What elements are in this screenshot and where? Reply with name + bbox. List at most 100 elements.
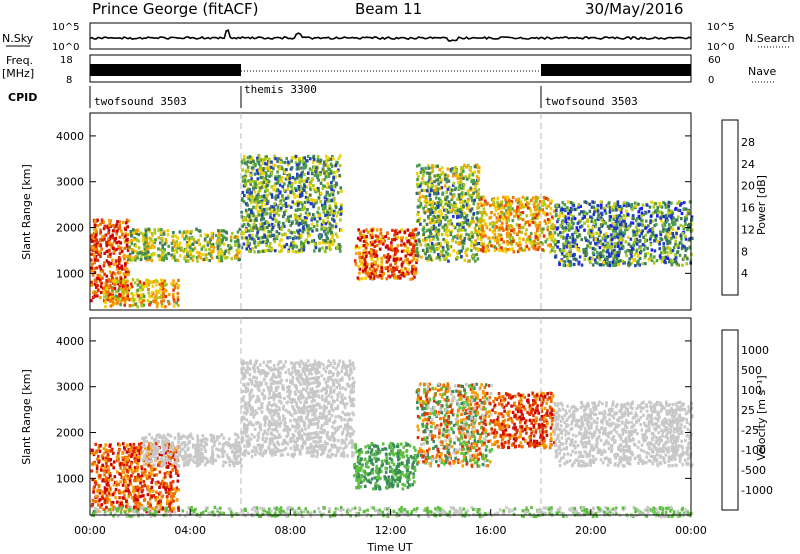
echo-cell bbox=[515, 242, 518, 245]
echo-cell bbox=[380, 257, 383, 260]
echo-cell bbox=[413, 265, 416, 268]
echo-cell bbox=[569, 241, 572, 244]
echo-cell bbox=[364, 263, 367, 266]
echo-cell bbox=[481, 225, 484, 228]
echo-cell bbox=[614, 242, 617, 245]
echo-cell bbox=[104, 225, 107, 228]
echo-cell bbox=[638, 240, 641, 243]
echo-cell bbox=[134, 281, 137, 284]
echo-cell bbox=[95, 280, 98, 283]
echo-cell bbox=[112, 246, 115, 249]
echo-cell bbox=[405, 273, 408, 276]
echo-cell bbox=[252, 206, 255, 209]
echo-cell bbox=[616, 224, 619, 227]
echo-cell bbox=[656, 214, 659, 217]
echo-cell bbox=[607, 235, 610, 238]
echo-cell bbox=[661, 238, 664, 241]
echo-cell bbox=[135, 302, 138, 305]
echo-cell bbox=[508, 235, 511, 238]
echo-cell bbox=[424, 211, 427, 214]
echo-cell bbox=[640, 250, 643, 253]
echo-cell bbox=[151, 478, 154, 481]
echo-cell bbox=[148, 295, 151, 298]
echo-cell bbox=[548, 236, 551, 239]
echo-cell bbox=[115, 248, 118, 251]
echo-cell bbox=[127, 489, 130, 492]
echo-cell bbox=[106, 287, 109, 290]
echo-cell bbox=[146, 251, 149, 254]
echo-cell bbox=[415, 240, 418, 243]
echo-cell bbox=[431, 211, 434, 214]
echo-cell bbox=[441, 166, 444, 169]
echo-cell bbox=[444, 218, 447, 221]
echo-cell bbox=[274, 240, 277, 243]
echo-cell bbox=[199, 234, 202, 237]
echo-cell bbox=[118, 297, 121, 300]
echo-cell bbox=[395, 251, 398, 254]
echo-cell bbox=[440, 221, 443, 224]
echo-cell bbox=[291, 222, 294, 225]
echo-cell bbox=[462, 170, 465, 173]
echo-cell bbox=[441, 233, 444, 236]
echo-cell bbox=[91, 284, 94, 287]
echo-cell bbox=[566, 206, 569, 209]
echo-cell bbox=[567, 200, 570, 203]
echo-cell bbox=[101, 218, 104, 221]
echo-cell bbox=[288, 204, 291, 207]
echo-cell bbox=[329, 243, 332, 246]
echo-cell bbox=[419, 243, 422, 246]
echo-cell bbox=[512, 196, 515, 199]
echo-cell bbox=[470, 180, 473, 183]
echo-cell bbox=[319, 160, 322, 163]
echo-cell bbox=[100, 285, 103, 288]
echo-cell bbox=[287, 217, 290, 220]
echo-cell bbox=[494, 239, 497, 242]
echo-cell bbox=[535, 208, 538, 211]
echo-cell bbox=[287, 184, 290, 187]
echo-cell bbox=[119, 236, 122, 239]
echo-cell bbox=[480, 211, 483, 214]
echo-cell bbox=[526, 238, 529, 241]
echo-cell bbox=[412, 249, 415, 252]
echo-cell bbox=[543, 212, 546, 215]
echo-cell bbox=[650, 201, 653, 204]
echo-cell bbox=[249, 219, 252, 222]
echo-cell bbox=[284, 245, 287, 248]
echo-cell bbox=[201, 253, 204, 256]
echo-cell bbox=[400, 239, 403, 242]
echo-cell bbox=[293, 231, 296, 234]
echo-cell bbox=[604, 239, 607, 242]
echo-cell bbox=[257, 177, 260, 180]
echo-cell bbox=[666, 251, 669, 254]
echo-cell bbox=[245, 236, 248, 239]
echo-cell bbox=[530, 232, 533, 235]
echo-cell bbox=[187, 260, 190, 263]
echo-cell bbox=[322, 168, 325, 171]
echo-cell bbox=[266, 184, 269, 187]
echo-cell bbox=[645, 220, 648, 223]
echo-cell bbox=[282, 222, 285, 225]
echo-cell bbox=[104, 305, 107, 308]
echo-cell bbox=[623, 261, 626, 264]
echo-cell bbox=[173, 305, 176, 308]
echo-cell bbox=[158, 258, 161, 261]
echo-cell bbox=[649, 206, 652, 209]
echo-cell bbox=[105, 241, 108, 244]
echo-cell bbox=[433, 250, 436, 253]
echo-cell bbox=[380, 240, 383, 243]
echo-cell bbox=[460, 166, 463, 169]
echo-cell bbox=[273, 184, 276, 187]
echo-cell bbox=[455, 169, 458, 172]
echo-cell bbox=[607, 205, 610, 208]
echo-cell bbox=[610, 224, 613, 227]
echo-cell bbox=[126, 280, 129, 283]
echo-cell bbox=[279, 161, 282, 164]
echo-cell bbox=[431, 184, 434, 187]
echo-cell bbox=[679, 204, 682, 207]
echo-cell bbox=[416, 178, 419, 181]
echo-cell bbox=[100, 267, 103, 270]
echo-cell bbox=[379, 232, 382, 235]
echo-cell bbox=[454, 166, 457, 169]
echo-cell bbox=[381, 266, 384, 269]
freq-right-tick-top: 60 bbox=[708, 55, 721, 66]
